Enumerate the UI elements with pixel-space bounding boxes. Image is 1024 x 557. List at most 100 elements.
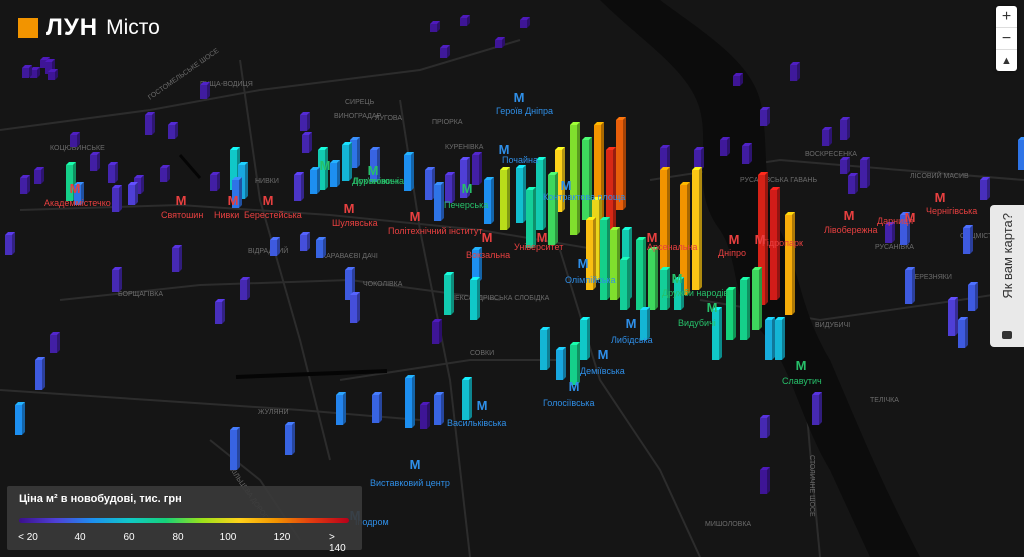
metro-station: M Вокзальна <box>466 230 510 260</box>
price-bar <box>90 152 100 171</box>
station-label: Печерська <box>444 200 488 210</box>
price-bar <box>310 167 320 194</box>
metro-icon: M <box>755 232 766 247</box>
price-bar <box>586 217 596 290</box>
price-bar <box>432 319 442 344</box>
station-label: Дніпро <box>718 248 746 258</box>
zoom-in-button[interactable]: + <box>996 6 1017 28</box>
price-bar <box>620 257 630 310</box>
price-bar <box>570 122 580 235</box>
price-bar <box>526 187 536 248</box>
price-bar <box>556 347 566 380</box>
price-legend: Ціна м² в новобудові, тис. грн < 20 40 6… <box>7 486 362 554</box>
zoom-out-button[interactable]: − <box>996 28 1017 50</box>
district-label: СОВКИ <box>470 350 494 357</box>
metro-icon: M <box>796 358 807 373</box>
price-bar <box>302 132 312 153</box>
metro-icon: M <box>537 230 548 245</box>
district-labels: ГОСТОМЕЛЬСЬКЕ ШОСЕПУЩА-ВОДИЦЯКОЦЮБИНСЬКЕ… <box>50 47 1024 528</box>
price-bar <box>636 237 646 310</box>
price-bar <box>50 332 60 353</box>
metro-icon: M <box>320 158 331 173</box>
metro-icon: M <box>729 232 740 247</box>
price-bar <box>555 147 565 212</box>
price-bar <box>70 132 80 147</box>
price-bar <box>285 422 295 455</box>
metro-station: M Видубичі <box>678 300 717 328</box>
price-bar <box>860 157 870 188</box>
district-label: МИШОЛОВКА <box>705 521 751 528</box>
price-bar <box>30 67 40 78</box>
price-bar <box>500 167 510 230</box>
metro-icon: M <box>228 193 239 208</box>
metro-station: M Дружби народів <box>662 271 728 298</box>
price-bar <box>760 467 770 494</box>
metro-icon: M <box>598 347 609 362</box>
logo-text: ЛУН <box>46 14 99 41</box>
price-bar <box>470 277 480 320</box>
price-bar <box>370 147 380 182</box>
price-bar <box>22 65 32 78</box>
legend-gradient <box>19 518 349 523</box>
price-bar <box>600 217 610 300</box>
station-label: Лівобережна <box>824 225 878 235</box>
price-bar <box>35 357 45 390</box>
price-bar <box>342 142 352 181</box>
price-bar <box>733 73 743 86</box>
station-label: Вокзальна <box>466 250 510 260</box>
metro-icon: M <box>410 457 421 472</box>
price-bar <box>520 17 530 28</box>
metro-station: M Нивки <box>214 193 239 220</box>
price-bar <box>720 137 730 156</box>
station-label: Гідропарк <box>762 238 803 248</box>
feedback-tab[interactable]: Як вам карта? <box>990 205 1024 347</box>
feedback-label: Як вам карта? <box>999 213 1015 299</box>
district-label: ЧОКОЛІВКА <box>363 281 403 288</box>
price-bar <box>20 175 30 194</box>
station-label: Арсенальна <box>647 242 697 252</box>
price-bar <box>540 327 550 370</box>
price-bar <box>330 160 340 187</box>
legend-tick: 80 <box>172 532 184 543</box>
metro-icon: M <box>263 193 274 208</box>
price-bar <box>425 167 435 200</box>
price-bar <box>160 165 170 182</box>
price-bar <box>900 212 910 245</box>
logo[interactable]: ЛУН Місто <box>18 14 160 42</box>
price-bar <box>495 37 505 48</box>
price-bar <box>812 392 822 425</box>
price-bar <box>34 167 44 184</box>
district-label: ОЛЕКСАНДРІВСЬКА СЛОБІДКА <box>445 295 550 302</box>
compass-button[interactable]: ▲ <box>1001 54 1012 67</box>
price-bar <box>765 317 775 360</box>
price-bar <box>752 267 762 330</box>
price-bar <box>1018 137 1024 170</box>
district-label: БЕРЕЗНЯКИ <box>910 274 952 281</box>
price-bar <box>74 182 84 205</box>
price-bar <box>770 187 780 300</box>
station-label: Дорогожичі <box>352 176 399 186</box>
metro-station: M Лівобережна <box>824 208 878 235</box>
price-bar <box>740 277 750 340</box>
station-label: Контрактова площа <box>543 192 625 202</box>
metro-stations: M Академмістечко M Святошин M Нивки M Берестейс… <box>44 90 977 527</box>
metro-icon: M <box>499 142 510 157</box>
station-label: Чернігівська <box>926 206 977 216</box>
price-bar <box>616 117 626 210</box>
metro-icon: M <box>935 190 946 205</box>
district-label: ТЕЛІЧКА <box>870 397 899 404</box>
price-bar <box>345 267 355 300</box>
station-label: Політехнічний інститут <box>388 226 483 236</box>
station-label: Героїв Дніпра <box>496 106 553 116</box>
price-bar <box>980 177 990 200</box>
price-bar <box>692 167 702 290</box>
price-bar <box>232 177 242 208</box>
price-bar <box>444 272 454 315</box>
price-bar <box>112 267 122 292</box>
price-bar <box>905 267 915 304</box>
